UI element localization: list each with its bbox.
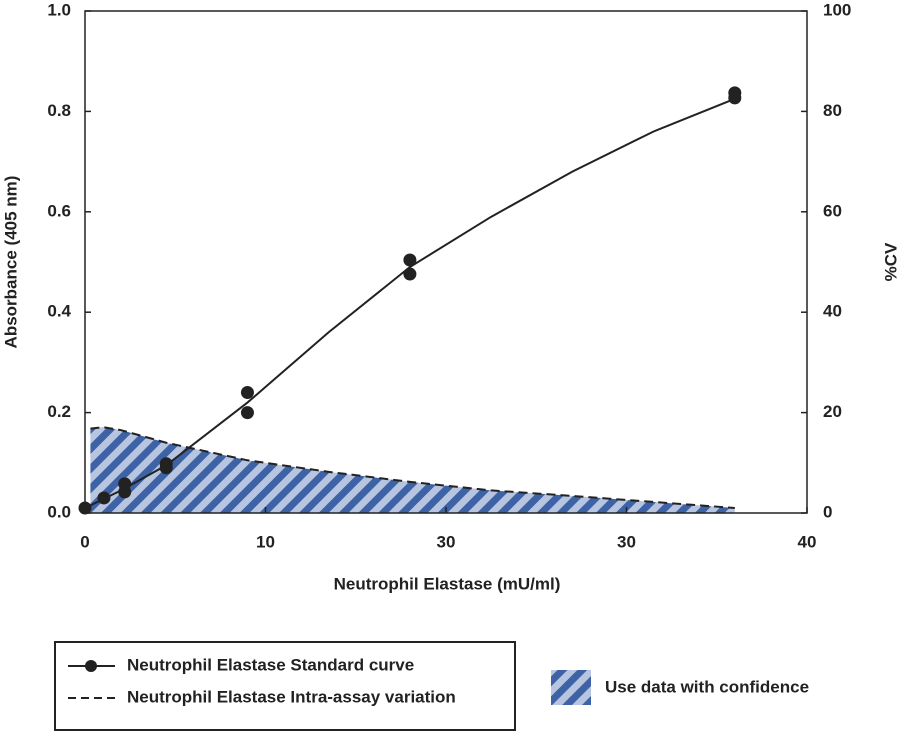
x-tick-label: 40 bbox=[798, 532, 817, 551]
legend-swatch bbox=[551, 670, 591, 705]
y-tick-label: 0.2 bbox=[47, 402, 71, 421]
y-axis-label: Absorbance (405 nm) bbox=[1, 176, 20, 349]
data-point bbox=[240, 386, 254, 400]
legend-label: Neutrophil Elastase Standard curve bbox=[127, 655, 414, 674]
legend-label: Use data with confidence bbox=[605, 677, 809, 696]
data-point bbox=[403, 267, 417, 281]
plot-frame bbox=[84, 10, 808, 514]
y-tick-label: 1.0 bbox=[47, 0, 71, 19]
legend-label: Neutrophil Elastase Intra-assay variatio… bbox=[127, 687, 456, 706]
y2-tick-label: 0 bbox=[823, 502, 832, 521]
x-tick-label: 30 bbox=[617, 532, 636, 551]
legend-box bbox=[54, 641, 516, 731]
data-point bbox=[97, 491, 111, 505]
y-tick-label: 0.0 bbox=[47, 502, 71, 521]
y2-tick-label: 80 bbox=[823, 101, 842, 120]
data-point bbox=[118, 485, 132, 499]
cv-line bbox=[90, 426, 735, 509]
data-point bbox=[159, 461, 173, 475]
y-tick-label: 0.6 bbox=[47, 201, 71, 220]
y2-tick-label: 100 bbox=[823, 0, 851, 19]
y2-tick-label: 60 bbox=[823, 201, 842, 220]
confidence-area bbox=[90, 427, 735, 513]
data-point bbox=[728, 91, 742, 105]
y-tick-label: 0.4 bbox=[47, 302, 71, 321]
y-tick-label: 0.8 bbox=[47, 101, 71, 120]
legend-marker bbox=[85, 660, 97, 672]
fit-line bbox=[84, 97, 736, 509]
y2-tick-label: 40 bbox=[823, 302, 842, 321]
data-point bbox=[240, 406, 254, 420]
x-axis-label: Neutrophil Elastase (mU/ml) bbox=[334, 574, 561, 593]
data-point bbox=[403, 253, 417, 267]
x-tick-label: 10 bbox=[256, 532, 275, 551]
data-point bbox=[78, 501, 92, 515]
x-tick-label: 30 bbox=[437, 532, 456, 551]
y2-tick-label: 20 bbox=[823, 402, 842, 421]
y2-axis-label: %CV bbox=[881, 242, 900, 281]
x-tick-label: 0 bbox=[80, 532, 89, 551]
